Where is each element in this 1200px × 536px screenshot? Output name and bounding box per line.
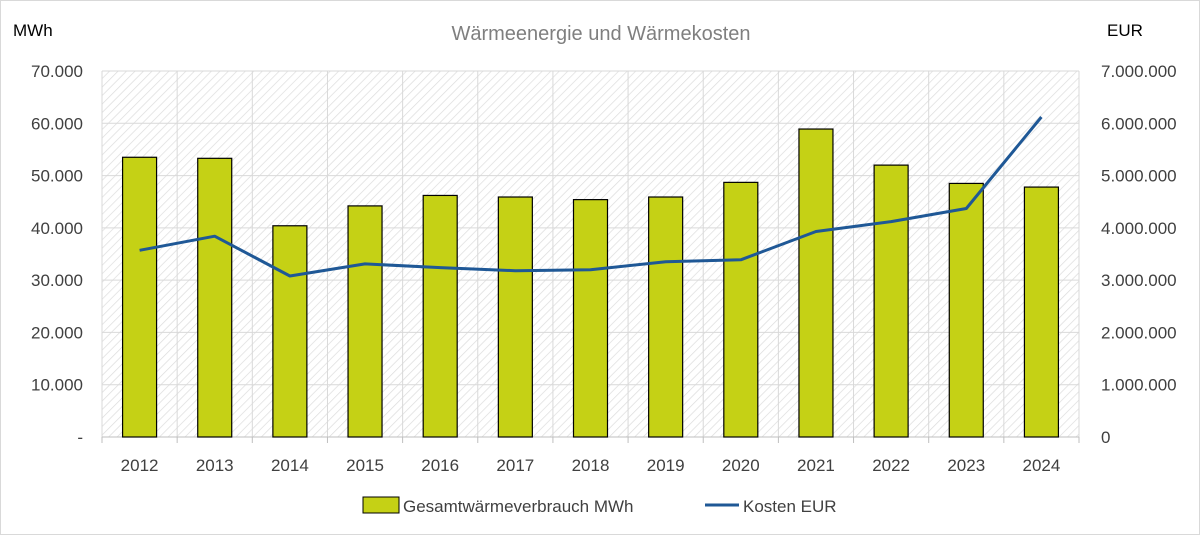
x-tick-label: 2018 bbox=[572, 456, 610, 475]
x-tick-label: 2024 bbox=[1023, 456, 1061, 475]
bar bbox=[873, 164, 909, 438]
right-tick-label: 1.000.000 bbox=[1101, 376, 1177, 395]
bar bbox=[347, 205, 383, 438]
x-tick-label: 2014 bbox=[271, 456, 309, 475]
legend-swatch-bar bbox=[362, 496, 400, 514]
bar bbox=[723, 181, 759, 438]
x-tick-label: 2016 bbox=[421, 456, 459, 475]
left-tick-label: 20.000 bbox=[31, 323, 83, 342]
left-tick-label: 70.000 bbox=[31, 62, 83, 81]
right-tick-label: 4.000.000 bbox=[1101, 219, 1177, 238]
legend-label-line: Kosten EUR bbox=[743, 497, 837, 516]
bar-series bbox=[121, 128, 1060, 438]
x-tick-label: 2020 bbox=[722, 456, 760, 475]
bar bbox=[121, 156, 158, 438]
bar bbox=[197, 157, 233, 438]
right-tick-label: 6.000.000 bbox=[1101, 114, 1177, 133]
bar bbox=[422, 194, 458, 438]
x-axis-ticks: 2012 2013 2014 2015 2016 2017 2018 2019 2020 2021… bbox=[121, 456, 1061, 475]
right-tick-label: 0 bbox=[1101, 428, 1110, 447]
legend: Gesamtwärmeverbrauch MWh Kosten EUR bbox=[362, 496, 837, 516]
bar bbox=[272, 225, 308, 438]
x-tick-label: 2021 bbox=[797, 456, 835, 475]
right-axis-unit: EUR bbox=[1107, 21, 1143, 40]
line-series bbox=[139, 116, 1043, 278]
cost-line bbox=[139, 116, 1043, 278]
right-tick-label: 2.000.000 bbox=[1101, 323, 1177, 342]
x-tick-label: 2013 bbox=[196, 456, 234, 475]
left-tick-label: 60.000 bbox=[31, 114, 83, 133]
left-tick-label: 30.000 bbox=[31, 271, 83, 290]
chart-title: Wärmeenergie und Wärmekosten bbox=[451, 23, 750, 45]
bar bbox=[948, 182, 984, 438]
bar bbox=[1023, 186, 1060, 438]
left-tick-label: 10.000 bbox=[31, 376, 83, 395]
left-tick-label: 40.000 bbox=[31, 219, 83, 238]
bar bbox=[798, 128, 834, 438]
x-tick-label: 2012 bbox=[121, 456, 159, 475]
right-axis-ticks: 0 1.000.000 2.000.000 3.000.000 4.000.000 5.0… bbox=[1101, 62, 1177, 447]
bar bbox=[648, 196, 684, 438]
bar bbox=[497, 196, 533, 438]
left-tick-label: - bbox=[77, 428, 83, 447]
x-tick-label: 2015 bbox=[346, 456, 384, 475]
x-tick-label: 2022 bbox=[872, 456, 910, 475]
bar bbox=[572, 199, 609, 438]
x-tick-label: 2023 bbox=[947, 456, 985, 475]
x-tick-label: 2019 bbox=[647, 456, 685, 475]
right-tick-label: 7.000.000 bbox=[1101, 62, 1177, 81]
right-tick-label: 3.000.000 bbox=[1101, 271, 1177, 290]
right-tick-label: 5.000.000 bbox=[1101, 167, 1177, 186]
left-tick-label: 50.000 bbox=[31, 167, 83, 186]
x-tick-label: 2017 bbox=[496, 456, 534, 475]
legend-label-bar: Gesamtwärmeverbrauch MWh bbox=[403, 497, 634, 516]
left-axis-unit: MWh bbox=[13, 21, 53, 40]
gridlines bbox=[101, 70, 1080, 443]
left-axis-ticks: - 10.000 20.000 30.000 40.000 50.000 60.000 70.… bbox=[31, 62, 83, 447]
